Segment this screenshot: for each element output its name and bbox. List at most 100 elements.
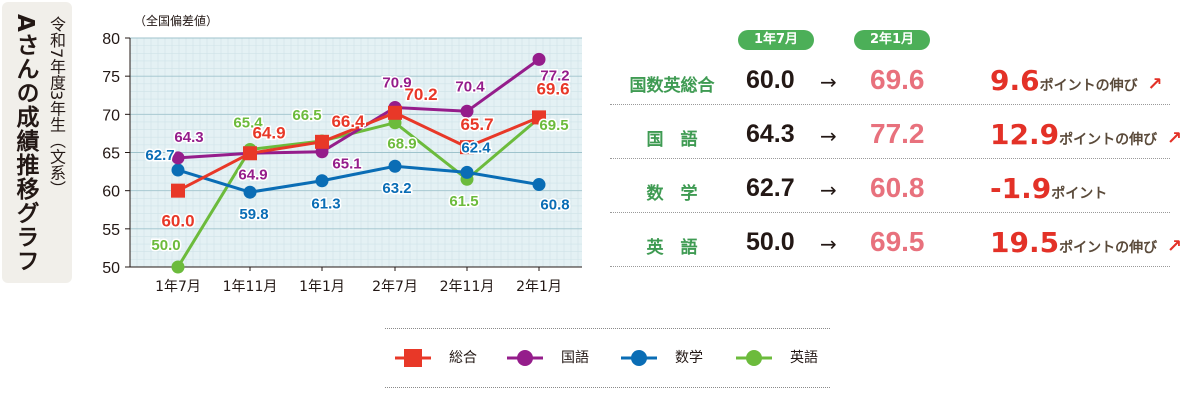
score-after: 77.2 <box>870 118 925 149</box>
data-label: 69.5 <box>539 117 568 134</box>
x-tick-label: 1年1月 <box>299 279 345 295</box>
legend-label-sugaku: 数学 <box>675 350 703 366</box>
data-label: 50.0 <box>151 237 180 254</box>
x-tick-label: 1年11月 <box>223 279 278 295</box>
data-point <box>532 110 546 125</box>
table-row: 国 語 64.3 → 77.2 12.9ポイントの伸び ↗ <box>610 112 1182 159</box>
legend-marker <box>517 350 533 366</box>
arrow-icon: → <box>820 178 837 202</box>
subject-label: 国 語 <box>646 130 698 150</box>
data-point <box>171 163 185 177</box>
subject-label: 数 学 <box>646 184 698 204</box>
line-chart: （全国偏差値） 50 55 60 65 70 75 80 1年7月 1年11月 1年1月 2年7月 2年… <box>102 13 582 295</box>
y-tick-label: 65 <box>102 146 120 163</box>
data-label: 65.4 <box>233 114 263 131</box>
table-row: 英 語 50.0 → 69.5 19.5ポイントの伸び ↗ <box>610 220 1182 267</box>
data-point <box>532 178 546 192</box>
x-tick-label: 2年1月 <box>516 279 562 295</box>
score-change: 12.9ポイントの伸び ↗ <box>990 118 1182 151</box>
data-point <box>315 174 329 188</box>
data-point <box>171 260 185 274</box>
data-label: 59.8 <box>239 206 268 223</box>
data-point <box>243 185 257 199</box>
data-label: 66.5 <box>292 107 321 124</box>
data-label: 64.9 <box>252 123 285 142</box>
data-label: 60.8 <box>540 197 569 214</box>
arrow-icon: → <box>820 124 837 148</box>
title-panel: 令和7年度3年生（文系） Aさんの成績推移グラフ <box>2 2 72 283</box>
data-label: 62.4 <box>461 139 491 156</box>
legend-label-eigo: 英語 <box>790 350 818 366</box>
arrow-icon: → <box>820 232 837 256</box>
series-line-総合 <box>177 111 540 192</box>
data-label: 68.9 <box>387 136 416 153</box>
data-label: 62.7 <box>145 147 174 164</box>
y-tick-label: 75 <box>102 69 120 86</box>
score-before: 50.0 <box>746 228 795 256</box>
score-before: 62.7 <box>746 174 795 202</box>
y-tick-label: 50 <box>102 260 120 277</box>
score-after: 69.6 <box>870 64 925 95</box>
change-suffix: ポイントの伸び <box>1039 78 1138 94</box>
y-tick-label: 60 <box>102 184 120 201</box>
data-label: 70.2 <box>404 85 437 104</box>
data-point <box>460 140 474 155</box>
data-point <box>388 105 402 120</box>
x-tick-label: 2年7月 <box>372 279 418 295</box>
y-tick-label: 70 <box>102 107 120 124</box>
change-value: 12.9 <box>990 118 1060 151</box>
data-label: 69.6 <box>536 79 569 98</box>
data-point <box>388 159 402 173</box>
legend-marker <box>631 350 647 366</box>
change-value: -1.9 <box>990 172 1052 205</box>
data-label: 70.9 <box>382 74 411 91</box>
up-arrow-icon: ↗ <box>1147 74 1163 95</box>
data-point <box>171 151 185 165</box>
score-change: 19.5ポイントの伸び ↗ <box>990 226 1182 259</box>
data-point <box>243 146 257 161</box>
header-before: 1年7月 <box>738 30 814 50</box>
data-point <box>460 104 474 118</box>
score-change: 9.6ポイントの伸び ↗ <box>990 64 1170 97</box>
data-label: 66.4 <box>331 112 365 131</box>
series-line-国語 <box>177 58 540 160</box>
chart-title: Aさんの成績推移グラフ <box>12 14 38 273</box>
score-before: 64.3 <box>746 120 795 148</box>
score-change: -1.9ポイント <box>990 172 1170 205</box>
y-axis-label: （全国偏差値） <box>134 13 218 28</box>
legend-marker <box>404 349 422 367</box>
data-point <box>315 134 329 149</box>
up-arrow-icon: ↗ <box>1166 128 1182 149</box>
data-point <box>171 183 185 198</box>
data-label: 70.4 <box>455 78 485 95</box>
series-line-数学 <box>177 164 540 194</box>
data-label: 61.5 <box>449 193 478 210</box>
table-row: 数 学 62.7 → 60.8 -1.9ポイント <box>610 166 1170 213</box>
y-tick-label: 55 <box>102 222 120 239</box>
data-label: 65.7 <box>460 115 493 134</box>
change-value: 9.6 <box>990 64 1040 97</box>
subject-label: 国数英総合 <box>629 76 715 96</box>
change-value: 19.5 <box>990 226 1060 259</box>
legend-label-sogo: 総合 <box>449 350 477 366</box>
x-tick-label: 1年7月 <box>155 279 201 295</box>
change-suffix: ポイント <box>1051 186 1108 202</box>
score-before: 60.0 <box>746 66 795 94</box>
legend: 総合 国語 数学 英語 <box>385 328 830 388</box>
chart-subtitle: 令和7年度3年生（文系） <box>47 16 66 197</box>
data-label: 64.9 <box>238 166 267 183</box>
data-label: 60.0 <box>161 212 194 231</box>
change-suffix: ポイントの伸び <box>1059 240 1158 256</box>
data-point <box>532 52 546 66</box>
header-after: 2年1月 <box>854 30 930 50</box>
y-tick-label: 80 <box>102 31 120 48</box>
legend-markers <box>395 349 772 367</box>
legend-label-kokugo: 国語 <box>561 350 589 366</box>
data-point <box>460 165 474 179</box>
subject-label: 英 語 <box>646 238 698 258</box>
table-row: 国数英総合 60.0 → 69.6 9.6ポイントの伸び ↗ <box>610 58 1170 105</box>
up-arrow-icon: ↗ <box>1166 236 1182 257</box>
data-label: 65.1 <box>332 156 361 173</box>
legend-marker <box>746 350 762 366</box>
data-label: 64.3 <box>174 129 203 146</box>
